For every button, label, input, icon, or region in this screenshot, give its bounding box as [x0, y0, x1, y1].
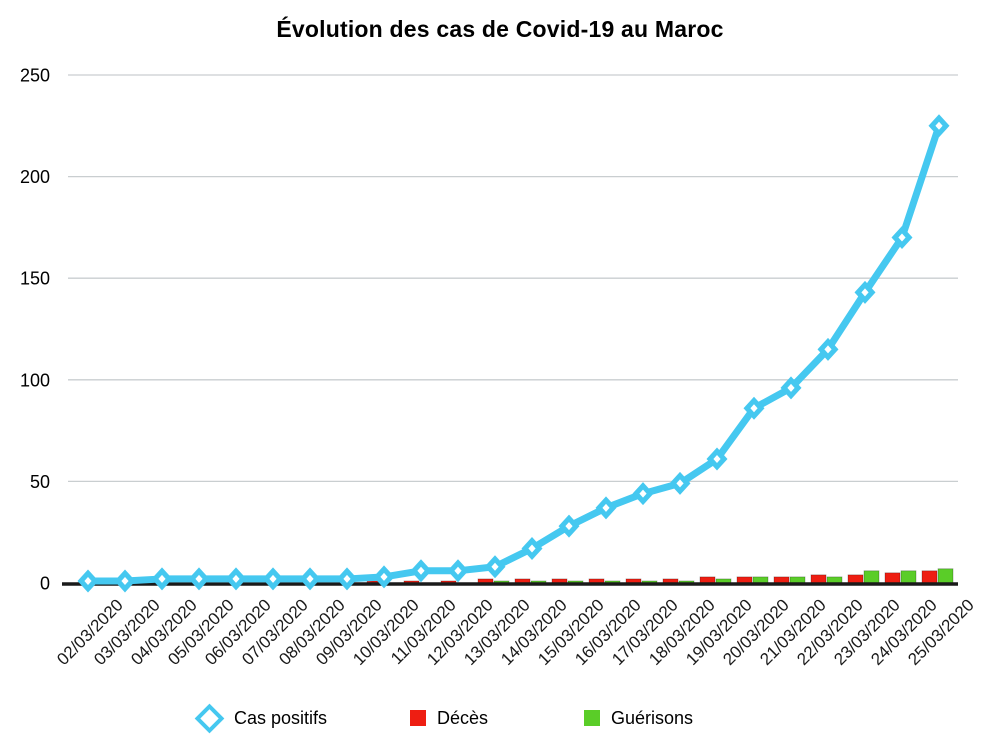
y-tick-label: 100	[20, 370, 50, 390]
cases-marker-center	[269, 574, 277, 583]
y-tick-label: 0	[40, 574, 50, 594]
cases-line	[84, 122, 943, 585]
cases-marker-center	[565, 522, 573, 531]
y-tick-label: 50	[30, 472, 50, 492]
cases-marker-center	[343, 574, 351, 583]
guerisons-square-icon	[584, 710, 600, 726]
cases-marker-center	[676, 479, 684, 488]
cases-marker-center	[824, 345, 832, 354]
cases-marker-center	[639, 489, 647, 498]
cases-marker-center	[195, 574, 203, 583]
y-tick-label: 200	[20, 167, 50, 187]
chart-title: Évolution des cas de Covid-19 au Maroc	[276, 16, 724, 42]
cases-marker-center	[380, 572, 388, 581]
cases-marker-center	[750, 404, 758, 413]
deces-square-icon	[410, 710, 426, 726]
cases-marker-center	[861, 288, 869, 297]
cas-positifs-diamond-icon	[194, 703, 225, 733]
legend: Cas positifs Décès Guérisons	[0, 703, 1000, 737]
cases-marker-center	[898, 233, 906, 242]
cases-marker-center	[602, 503, 610, 512]
cases-marker-center	[158, 574, 166, 583]
cases-marker-center	[84, 576, 92, 585]
cases-marker-center	[454, 566, 462, 575]
legend-item-guerisons: Guérisons	[584, 703, 693, 733]
legend-label-guerisons: Guérisons	[611, 707, 694, 728]
legend-item-cas-positifs: Cas positifs	[194, 703, 328, 733]
legend-label-cas-positifs: Cas positifs	[234, 707, 328, 728]
cases-marker-center	[306, 574, 314, 583]
cases-marker-center	[417, 566, 425, 575]
y-tick-label: 250	[20, 66, 50, 86]
cases-marker-center	[121, 576, 129, 585]
legend-label-deces: Décès	[437, 707, 489, 728]
cases-marker-center	[713, 455, 721, 464]
cases-marker-center	[935, 121, 943, 130]
cases-marker-center	[528, 544, 536, 553]
legend-item-deces: Décès	[410, 703, 488, 733]
cases-marker-center	[787, 383, 795, 392]
cases-marker-center	[491, 562, 499, 571]
cases-marker-center	[232, 574, 240, 583]
y-tick-label: 150	[20, 269, 50, 289]
